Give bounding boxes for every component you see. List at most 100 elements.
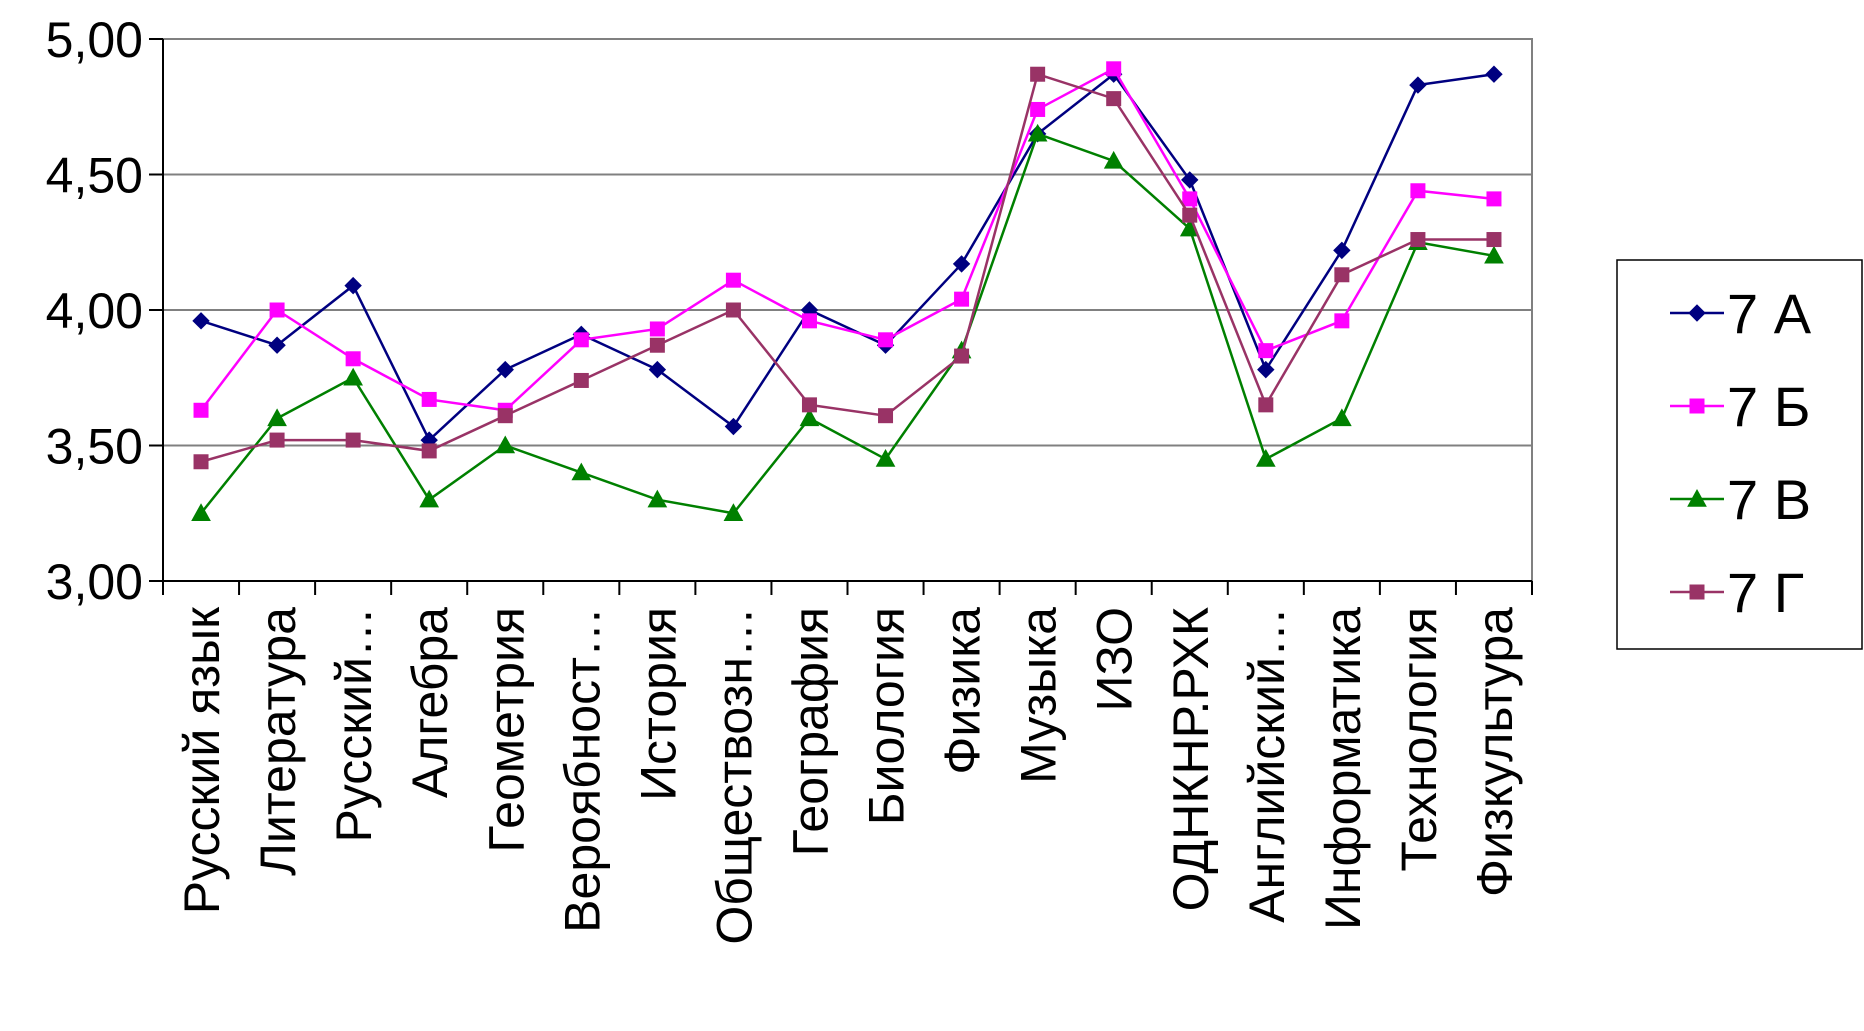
data-point xyxy=(723,503,744,521)
x-tick-label: Литература xyxy=(250,607,306,876)
data-point xyxy=(954,291,970,307)
x-tick-label: Русский язык xyxy=(174,606,230,914)
data-point xyxy=(1409,76,1427,94)
legend-item: 7 Б xyxy=(1670,375,1810,438)
data-point xyxy=(1182,207,1198,223)
data-point xyxy=(573,372,589,388)
data-point xyxy=(1484,245,1504,264)
data-point xyxy=(875,449,896,467)
data-point xyxy=(801,397,817,413)
data-point xyxy=(1485,65,1503,83)
data-point xyxy=(1030,101,1046,117)
legend-item: 7 А xyxy=(1670,282,1812,345)
x-tick-label: Алгебра xyxy=(402,607,458,798)
x-tick-label: Русский… xyxy=(326,607,382,843)
data-point xyxy=(1027,123,1048,142)
x-axis-tick-labels: Русский язык Литература Русский… Алгебра Гео… xyxy=(174,606,1523,945)
series-line xyxy=(200,67,1495,412)
legend-label: 7 В xyxy=(1727,468,1811,531)
x-tick-label: Технология xyxy=(1391,607,1447,872)
data-point xyxy=(193,402,209,418)
data-point xyxy=(344,276,362,295)
data-point xyxy=(725,302,741,318)
data-point xyxy=(1332,408,1352,427)
series-3 xyxy=(191,123,1504,521)
y-tick-label: 3,50 xyxy=(46,419,143,475)
data-point xyxy=(1106,61,1122,77)
series-line xyxy=(200,132,1495,515)
data-point xyxy=(1334,267,1350,283)
series-line xyxy=(200,72,1494,463)
data-point xyxy=(1106,91,1122,107)
data-point xyxy=(269,302,285,318)
data-point xyxy=(1334,313,1350,329)
legend-label: 7 Г xyxy=(1727,561,1804,624)
data-point xyxy=(192,312,210,330)
data-point xyxy=(952,255,971,273)
series-4 xyxy=(193,66,1502,470)
data-point xyxy=(269,432,285,448)
y-tick-label: 4,00 xyxy=(46,283,143,339)
data-point xyxy=(799,408,820,427)
y-axis-tick-labels: 3,00 3,50 4,00 4,50 5,00 xyxy=(46,12,143,610)
data-point xyxy=(571,462,592,481)
data-point xyxy=(1182,191,1198,207)
data-point xyxy=(1030,66,1046,82)
series-2 xyxy=(193,61,1502,418)
data-point xyxy=(954,348,970,364)
series-1 xyxy=(192,65,1503,449)
data-point xyxy=(343,367,363,386)
data-point xyxy=(421,391,437,407)
data-point xyxy=(1687,488,1707,507)
data-point xyxy=(648,360,667,379)
data-point xyxy=(495,435,516,454)
axes xyxy=(149,38,1533,595)
data-point xyxy=(497,408,513,424)
data-point xyxy=(193,454,209,470)
data-point xyxy=(647,489,668,508)
x-tick-label: Физкультура xyxy=(1467,607,1523,897)
x-tick-label: Информатика xyxy=(1315,607,1371,930)
data-point xyxy=(421,443,437,459)
x-tick-label: Вероябност… xyxy=(554,607,610,933)
data-point xyxy=(496,360,514,379)
data-point xyxy=(1258,343,1274,359)
y-tick-label: 3,00 xyxy=(46,554,143,610)
data-point xyxy=(268,336,286,354)
data-point xyxy=(801,313,817,329)
data-point xyxy=(345,351,361,367)
legend-box xyxy=(1616,259,1863,650)
data-point xyxy=(649,337,665,353)
data-point xyxy=(573,332,589,348)
data-point xyxy=(1689,584,1705,600)
data-point xyxy=(1333,241,1351,260)
data-point xyxy=(1103,150,1124,169)
x-tick-label: История xyxy=(630,607,686,801)
x-tick-label: Геометрия xyxy=(478,607,534,853)
data-point xyxy=(724,417,743,436)
legend-label: 7 А xyxy=(1727,282,1812,345)
data-point xyxy=(345,432,361,448)
data-point xyxy=(419,489,440,508)
data-point xyxy=(1410,183,1426,199)
data-point xyxy=(1486,232,1502,248)
x-tick-label: Биология xyxy=(859,607,915,825)
data-point xyxy=(1410,232,1426,248)
data-point xyxy=(878,332,894,348)
x-tick-label: География xyxy=(782,607,838,856)
x-tick-label: ОДНКНР.РХК xyxy=(1163,607,1219,911)
data-point xyxy=(1181,171,1199,189)
gridlines xyxy=(162,38,1533,582)
series-line xyxy=(200,72,1495,443)
data-point xyxy=(1486,191,1502,207)
series-lines xyxy=(191,61,1504,521)
data-point xyxy=(1258,397,1274,413)
x-tick-label: Музыка xyxy=(1011,607,1067,784)
y-tick-label: 5,00 xyxy=(46,12,143,68)
legend: 7 А 7 Б 7 В 7 Г xyxy=(1616,259,1863,650)
legend-label: 7 Б xyxy=(1727,375,1810,438)
data-point xyxy=(1689,398,1705,414)
x-tick-label: Английский… xyxy=(1239,607,1295,923)
y-tick-label: 4,50 xyxy=(46,148,143,204)
